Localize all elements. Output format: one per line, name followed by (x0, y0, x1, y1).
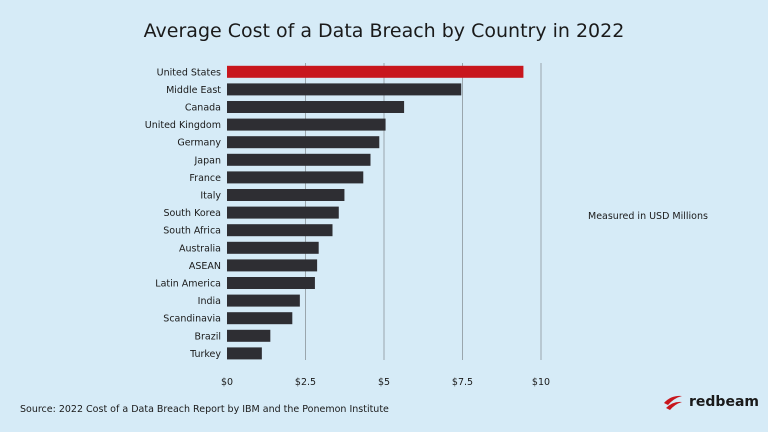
category-label: France (189, 173, 221, 184)
bar (227, 206, 339, 219)
bar (227, 294, 300, 307)
bar (227, 189, 345, 201)
x-tick-label: $5 (378, 377, 390, 388)
bar (227, 118, 386, 131)
category-label: India (198, 296, 221, 307)
bar (227, 171, 364, 184)
bar (227, 312, 293, 325)
units-note: Measured in USD Millions (588, 211, 708, 222)
source-note: Source: 2022 Cost of a Data Breach Repor… (20, 404, 389, 415)
x-tick-label: $10 (532, 377, 550, 388)
category-label: United States (157, 67, 221, 78)
category-label: Italy (200, 191, 221, 202)
bar (227, 136, 380, 149)
bar (227, 83, 462, 96)
bar (227, 329, 271, 342)
brand-logo: redbeam (662, 393, 759, 411)
x-tick-label: $2.5 (295, 377, 316, 388)
category-label: South Africa (163, 226, 221, 237)
category-label: ASEAN (189, 261, 221, 272)
category-label: Australia (179, 243, 221, 254)
chart-title: Average Cost of a Data Breach by Country… (143, 20, 625, 42)
bar (227, 153, 371, 166)
bar (227, 101, 405, 113)
redbeam-logo-icon (664, 395, 682, 410)
category-label: Latin America (155, 279, 221, 290)
category-label: United Kingdom (145, 120, 221, 131)
category-label: South Korea (163, 208, 221, 219)
bar (227, 259, 318, 272)
bar (227, 347, 262, 360)
brand-name: redbeam (689, 394, 759, 410)
x-tick-label: $0 (221, 377, 233, 388)
x-tick-label: $7.5 (452, 377, 473, 388)
category-label: Germany (177, 138, 221, 149)
category-label: Brazil (194, 331, 221, 342)
category-label: Turkey (189, 349, 221, 360)
bar (227, 65, 524, 78)
bar (227, 241, 319, 254)
bar (227, 277, 315, 289)
bar (227, 224, 333, 237)
category-label: Scandinavia (163, 314, 221, 325)
category-label: Canada (185, 103, 221, 114)
category-label: Middle East (166, 85, 221, 96)
category-label: Japan (194, 155, 222, 166)
